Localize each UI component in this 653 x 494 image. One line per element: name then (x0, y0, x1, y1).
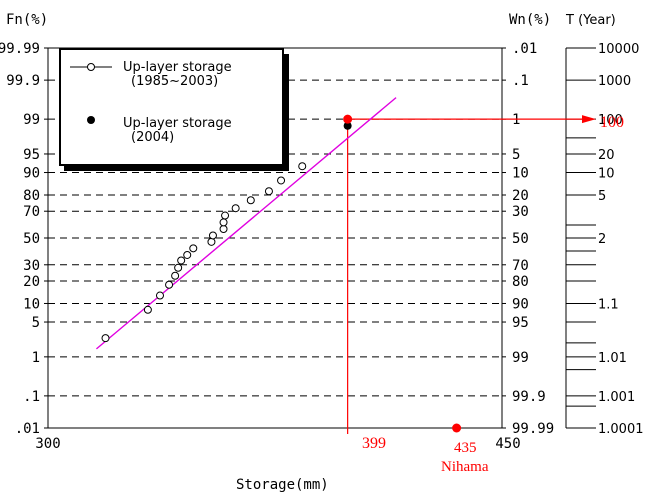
fn-axis-label: Fn(%) (6, 12, 48, 28)
data-point-1985-2003 (155, 291, 164, 300)
wn-tick-label: 99.99 (512, 421, 554, 437)
wn-tick-label: 70 (512, 258, 529, 274)
t-tick-label: 10 (598, 167, 615, 182)
data-point-1985-2003 (246, 196, 255, 205)
fn-tick-label: 90 (23, 166, 40, 182)
t-tick-label: 5 (598, 189, 606, 204)
t-tick-label: 2 (598, 232, 606, 247)
fn-tick-label: 70 (23, 204, 40, 220)
arrow-right-icon (582, 115, 596, 124)
wn-tick-label: 95 (512, 315, 529, 331)
data-point-2004 (343, 121, 352, 130)
t-tick-label: 20 (598, 148, 615, 163)
wn-tick-label: 5 (512, 147, 520, 163)
t-100-label: 100 (600, 114, 624, 131)
fn-tick-label: 95 (23, 147, 40, 163)
x-tick-label: 300 (35, 436, 60, 452)
data-point-1985-2003 (231, 204, 240, 213)
fn-tick-label: .1 (23, 389, 40, 405)
data-point-1985-2003 (143, 305, 152, 314)
t-tick-label: 100 (598, 113, 623, 128)
wn-tick-label: 90 (512, 296, 529, 312)
storage-399-label: 399 (362, 435, 386, 452)
fn-tick-label: .01 (15, 421, 40, 437)
wn-tick-label: 1 (512, 112, 520, 128)
wn-tick-label: .1 (512, 73, 529, 89)
legend-filled-circle-marker (87, 116, 95, 124)
data-point-1985-2003 (174, 263, 183, 272)
t-tick-label: 1.1 (598, 297, 619, 312)
wn-tick-label: 30 (512, 204, 529, 220)
data-point-1985-2003 (177, 256, 186, 265)
fn-tick-label: 50 (23, 231, 40, 247)
data-point-1985-2003 (207, 237, 216, 246)
t-tick-label: 1.001 (598, 390, 635, 405)
data-point-1985-2003 (208, 231, 217, 240)
wn-tick-label: 80 (512, 274, 529, 290)
axis-ticks: 99.9999.999959080705030201051.1.01.01.11… (0, 41, 644, 452)
fn-tick-label: 99.99 (0, 41, 40, 57)
legend-open-circle-marker (87, 63, 95, 71)
nihama-point (452, 423, 462, 433)
fn-tick-label: 5 (32, 315, 40, 331)
t-tick-label: 1.01 (598, 351, 627, 366)
data-point-1985-2003 (183, 250, 192, 259)
wn-axis-label: Wn(%) (509, 12, 551, 28)
fn-tick-label: 99 (23, 112, 40, 128)
wn-tick-label: 99.9 (512, 389, 546, 405)
data-point-1985-2003 (101, 334, 110, 343)
data-point-1985-2003 (277, 176, 286, 185)
t-axis-label: T (Year) (565, 13, 616, 28)
fn-tick-label: 1 (32, 350, 40, 366)
legend-series1-label: Up-layer storage (123, 60, 232, 75)
wn-tick-label: 10 (512, 166, 529, 182)
fn-tick-label: 10 (23, 296, 40, 312)
data-point-1985-2003 (171, 271, 180, 280)
legend-box (59, 48, 284, 166)
legend-series1-years: (1985~2003) (131, 74, 218, 89)
nihama-label: Nihama (441, 459, 489, 475)
data-point-1985-2003 (219, 218, 228, 227)
data-point-1985-2003 (221, 211, 230, 220)
data-layer (95, 97, 596, 434)
data-point-1985-2003 (165, 280, 174, 289)
x-tick-label: 450 (495, 436, 520, 452)
x-axis-label: Storage(mm) (236, 477, 329, 493)
data-point-1985-2003 (219, 224, 228, 233)
fn-tick-label: 99.9 (6, 73, 40, 89)
wn-tick-label: 50 (512, 231, 529, 247)
wn-tick-label: 20 (512, 188, 529, 204)
data-point-1985-2003 (298, 162, 307, 171)
t-tick-label: 1.0001 (598, 422, 644, 437)
legend-series2-years: (2004) (131, 130, 174, 145)
t-tick-label: 1000 (598, 74, 631, 89)
wn-tick-label: 99 (512, 350, 529, 366)
fn-tick-label: 30 (23, 258, 40, 274)
nihama-value-label: 435 (454, 440, 477, 456)
hundred-year-point (343, 114, 353, 124)
legend: Up-layer storage (1985~2003) Up-layer st… (59, 48, 289, 171)
fn-tick-label: 20 (23, 274, 40, 290)
data-point-1985-2003 (189, 244, 198, 253)
t-tick-label: 10000 (598, 42, 639, 57)
wn-tick-label: .01 (512, 41, 537, 57)
data-point-1985-2003 (264, 187, 273, 196)
legend-series2-label: Up-layer storage (123, 116, 232, 131)
fn-tick-label: 80 (23, 188, 40, 204)
